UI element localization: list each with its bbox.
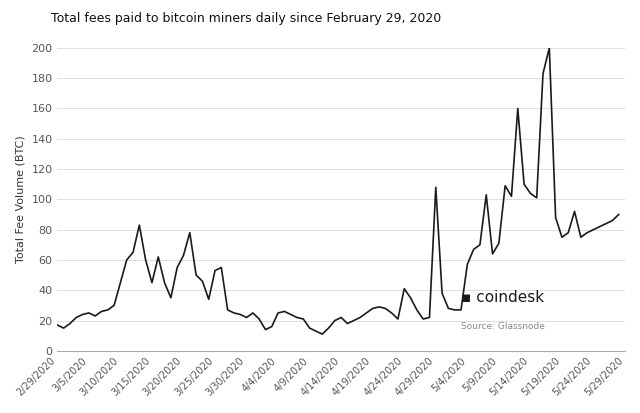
Text: ▪ coindesk: ▪ coindesk [461, 290, 544, 305]
Text: Total fees paid to bitcoin miners daily since February 29, 2020: Total fees paid to bitcoin miners daily … [51, 12, 442, 25]
Text: Source: Glassnode: Source: Glassnode [461, 322, 545, 331]
Y-axis label: Total Fee Volume (BTC): Total Fee Volume (BTC) [16, 135, 26, 263]
